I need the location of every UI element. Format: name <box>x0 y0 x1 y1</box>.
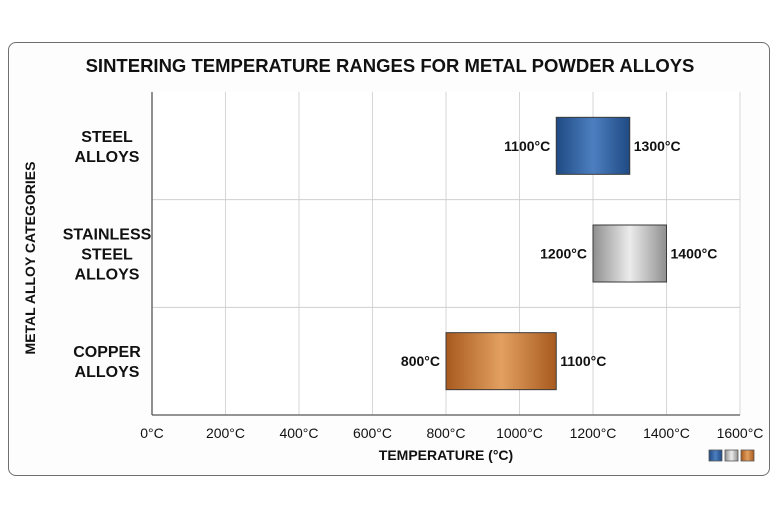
legend-swatches <box>708 449 755 462</box>
range-min-label: 800°C <box>401 353 440 369</box>
category-label: COPPER ALLOYS <box>73 344 141 381</box>
x-tick-label: 400°C <box>279 425 318 441</box>
legend-swatch <box>708 449 723 462</box>
x-axis-label: TEMPERATURE (°C) <box>379 447 513 463</box>
range-bar <box>445 332 557 391</box>
x-tick-label: 1200°C <box>570 425 617 441</box>
bars: 1100°C 1300°C 1200°C 1400°C 800°C 1100°C <box>401 116 718 391</box>
x-tick-label: 0°C <box>140 425 164 441</box>
category-label: STAINLESS STEEL ALLOYS <box>63 227 152 284</box>
x-tick-label: 1400°C <box>643 425 690 441</box>
category-labels: STEEL ALLOYS STAINLESS STEEL ALLOYS COPPER ALL… <box>63 129 152 381</box>
range-min-label: 1100°C <box>504 138 550 154</box>
range-bar <box>592 224 667 283</box>
chart-title: SINTERING TEMPERATURE RANGES FOR METAL P… <box>86 55 695 76</box>
x-tick-labels: 0°C 200°C 400°C 600°C 800°C 1000°C 1200°C 1400°… <box>140 425 763 441</box>
x-tick-label: 600°C <box>353 425 392 441</box>
range-max-label: 1100°C <box>560 353 606 369</box>
range-max-label: 1400°C <box>671 246 718 262</box>
x-tick-label: 200°C <box>206 425 245 441</box>
range-bar <box>555 116 631 175</box>
x-tick-label: 1600°C <box>717 425 764 441</box>
range-min-label: 1200°C <box>540 246 587 262</box>
y-axis-label: METAL ALLOY CATEGORIES <box>22 162 38 355</box>
x-tick-label: 800°C <box>426 425 465 441</box>
x-tick-label: 1000°C <box>496 425 543 441</box>
legend-swatch <box>724 449 739 462</box>
legend-swatch <box>740 449 755 462</box>
range-max-label: 1300°C <box>634 138 681 154</box>
category-label: STEEL ALLOYS <box>75 129 140 166</box>
